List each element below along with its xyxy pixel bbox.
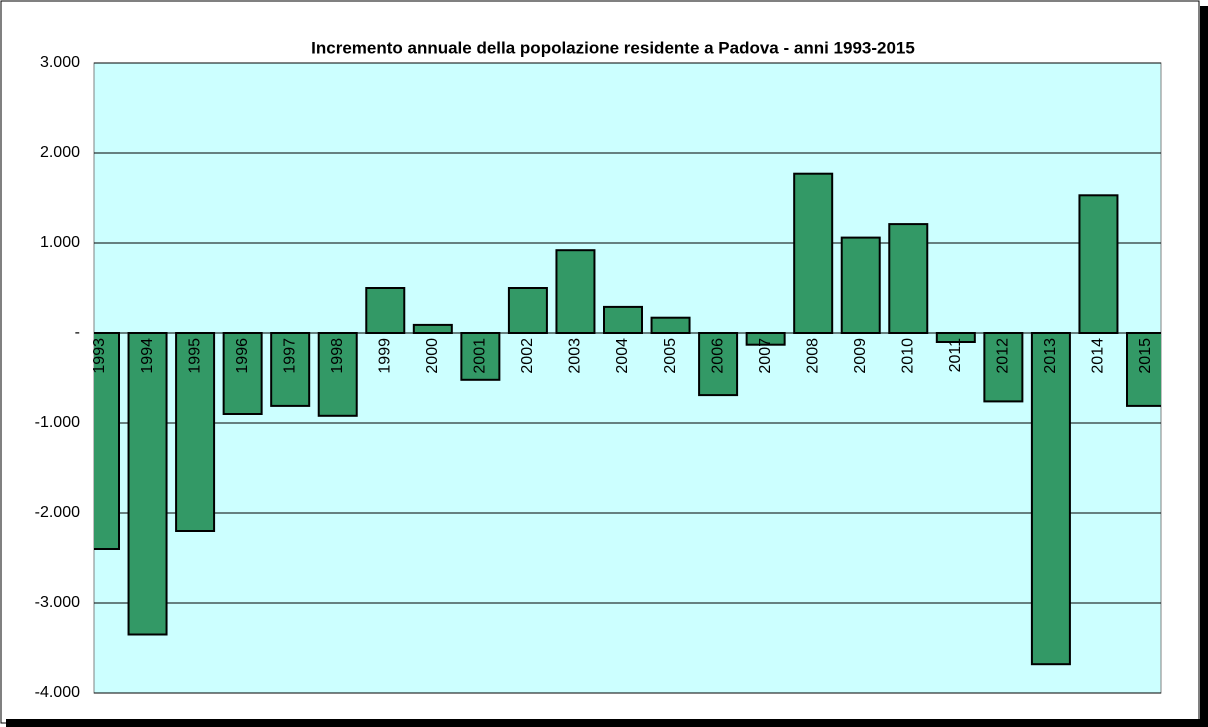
y-tick-label: -3.000: [35, 594, 80, 611]
bar: [793, 172, 834, 334]
bar: [840, 236, 881, 335]
x-tick-label: 2014: [1090, 338, 1107, 374]
x-tick-label: 2004: [614, 338, 631, 374]
x-tick-label: 2009: [852, 338, 869, 374]
x-tick-label: 2013: [1042, 338, 1059, 374]
frame-shadow: [1200, 6, 1208, 727]
bar: [1126, 332, 1161, 407]
bar: [270, 332, 311, 407]
x-tick-label: 1995: [186, 338, 203, 374]
x-tick-label: 1996: [234, 338, 251, 374]
bar: [127, 332, 168, 636]
bar: [317, 332, 358, 417]
x-tick-label: 2015: [1137, 338, 1154, 374]
x-tick-label: 2006: [709, 338, 726, 374]
y-tick-label: 1.000: [40, 234, 80, 251]
x-tick-label: 2007: [757, 338, 774, 374]
bar: [412, 323, 453, 334]
bar: [507, 287, 548, 334]
bar: [603, 305, 643, 334]
bar: [983, 332, 1024, 403]
bar: [175, 332, 216, 532]
x-tick-label: 2001: [472, 338, 489, 374]
bar: [94, 332, 120, 550]
x-tick-label: 2008: [804, 338, 821, 374]
frame-shadow-bottom: [6, 719, 1208, 727]
bar: [1078, 194, 1119, 334]
bar: [698, 332, 739, 397]
bar: [935, 332, 976, 343]
x-tick-label: 2010: [899, 338, 916, 374]
y-tick-label: -: [75, 324, 80, 341]
x-tick-label: 1999: [376, 338, 393, 374]
bar: [745, 332, 786, 346]
bar: [650, 316, 691, 335]
x-tick-label: 2012: [995, 338, 1012, 374]
y-tick-label: 3.000: [40, 54, 80, 71]
x-tick-label: 2005: [662, 338, 679, 374]
bar: [460, 332, 501, 381]
x-tick-label: 2011: [947, 338, 964, 373]
bar: [888, 223, 929, 335]
x-tick-label: 1997: [281, 338, 298, 374]
x-tick-label: 1994: [139, 338, 156, 374]
y-tick-label: 2.000: [40, 144, 80, 161]
x-tick-label: 1998: [329, 338, 346, 374]
y-tick-label: -1.000: [35, 414, 80, 431]
y-tick-label: -4.000: [35, 684, 80, 701]
y-tick-label: -2.000: [35, 504, 80, 521]
bar: [222, 332, 263, 415]
bar: [1030, 332, 1071, 666]
chart-title: Incremento annuale della popolazione res…: [311, 38, 915, 57]
x-tick-label: 1993: [91, 338, 108, 374]
x-tick-label: 2002: [519, 338, 536, 374]
bar: [365, 287, 406, 334]
x-tick-label: 2000: [424, 338, 441, 374]
bar: [555, 249, 596, 334]
x-tick-label: 2003: [567, 338, 584, 374]
